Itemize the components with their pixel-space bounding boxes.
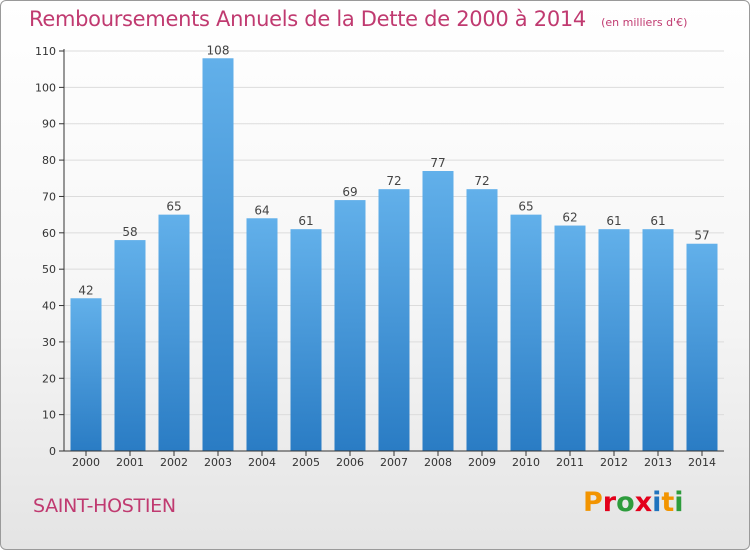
data-labels: 42 58 65 108 64 61 69 72 77 72 65 62 61 61 57 xyxy=(78,43,709,297)
bar xyxy=(598,229,630,451)
proxiti-logo: Proxiti xyxy=(583,487,684,518)
data-label: 57 xyxy=(694,229,709,243)
bar xyxy=(70,298,102,451)
data-label: 58 xyxy=(122,225,137,239)
data-label: 72 xyxy=(474,174,489,188)
y-tick-label: 40 xyxy=(42,300,56,313)
axes: 0 10 20 30 40 50 60 70 80 90 100 110 2000 2001 2002 200… xyxy=(35,45,724,469)
x-tick-label: 2014 xyxy=(688,456,716,469)
y-tick-label: 20 xyxy=(42,372,56,385)
data-label: 65 xyxy=(166,200,181,214)
logo-letter: i xyxy=(674,487,684,518)
bar xyxy=(642,229,674,451)
y-tick-label: 30 xyxy=(42,336,56,349)
bar xyxy=(422,171,454,451)
logo-letter: i xyxy=(652,487,662,518)
data-label: 61 xyxy=(606,214,621,228)
bar xyxy=(554,225,586,451)
y-tick-label: 80 xyxy=(42,154,56,167)
data-label: 62 xyxy=(562,211,577,225)
bar xyxy=(466,189,498,451)
logo-letter: o xyxy=(616,487,635,518)
chart-title: Remboursements Annuels de la Dette de 20… xyxy=(29,7,586,31)
y-tick-label: 60 xyxy=(42,227,56,240)
logo-letter: P xyxy=(583,487,603,518)
bar xyxy=(378,189,410,451)
data-label: 69 xyxy=(342,185,357,199)
data-label: 64 xyxy=(254,203,269,217)
data-label: 61 xyxy=(298,214,313,228)
x-tick-label: 2012 xyxy=(600,456,628,469)
chart-subtitle: (en milliers d'€) xyxy=(601,16,688,29)
data-label: 42 xyxy=(78,283,93,297)
bar xyxy=(510,214,542,451)
y-tick-label: 90 xyxy=(42,118,56,131)
y-tick-label: 10 xyxy=(42,409,56,422)
data-label: 61 xyxy=(650,214,665,228)
x-tick-label: 2010 xyxy=(512,456,540,469)
x-tick-label: 2002 xyxy=(160,456,188,469)
x-tick-label: 2001 xyxy=(116,456,144,469)
bar xyxy=(202,58,234,451)
data-label: 72 xyxy=(386,174,401,188)
data-label: 77 xyxy=(430,156,445,170)
logo-letter: r xyxy=(602,487,617,518)
y-tick-label: 110 xyxy=(35,45,56,58)
x-tick-label: 2003 xyxy=(204,456,232,469)
bar xyxy=(686,243,718,451)
y-tick-label: 0 xyxy=(49,445,56,458)
commune-name: SAINT-HOSTIEN xyxy=(33,495,176,517)
bar xyxy=(246,218,278,451)
y-tick-label: 50 xyxy=(42,263,56,276)
bar xyxy=(290,229,322,451)
x-tick-label: 2000 xyxy=(72,456,100,469)
x-tick-label: 2009 xyxy=(468,456,496,469)
y-tick-label: 70 xyxy=(42,190,56,203)
x-tick-label: 2007 xyxy=(380,456,408,469)
bars xyxy=(70,58,718,451)
bar xyxy=(114,240,146,451)
x-tick-label: 2006 xyxy=(336,456,364,469)
data-label: 65 xyxy=(518,200,533,214)
bar xyxy=(334,200,366,451)
x-tick-label: 2008 xyxy=(424,456,452,469)
bar xyxy=(158,214,190,451)
x-tick-label: 2011 xyxy=(556,456,584,469)
x-tick-label: 2004 xyxy=(248,456,276,469)
data-label: 108 xyxy=(207,43,230,57)
title-row: Remboursements Annuels de la Dette de 20… xyxy=(29,7,687,31)
x-tick-label: 2005 xyxy=(292,456,320,469)
x-tick-label: 2013 xyxy=(644,456,672,469)
logo-letter: t xyxy=(661,487,675,518)
logo-letter: x xyxy=(634,487,653,518)
y-tick-label: 100 xyxy=(35,81,56,94)
